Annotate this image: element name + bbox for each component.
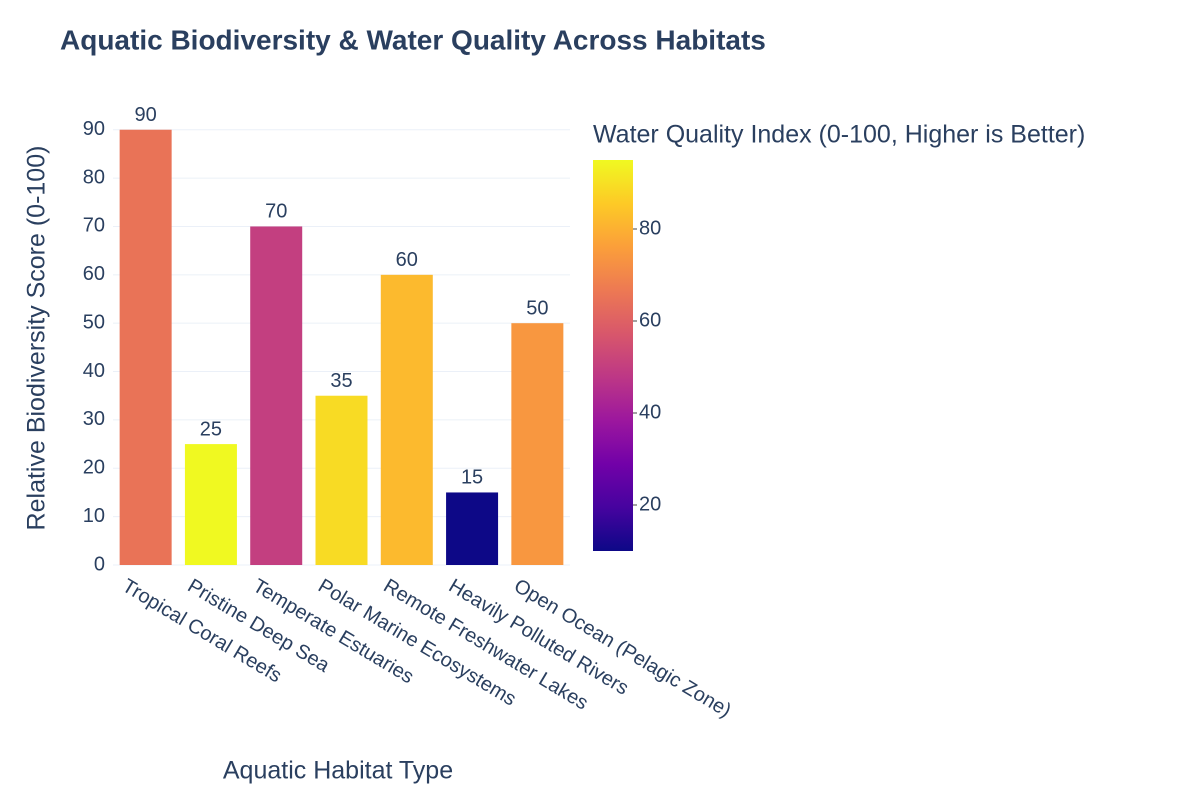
- bar: [446, 492, 499, 565]
- bar: [184, 444, 237, 565]
- y-tick-label: 10: [83, 505, 105, 527]
- y-tick-label: 60: [83, 263, 105, 285]
- y-tick-label: 30: [83, 408, 105, 430]
- bar: [511, 323, 564, 565]
- y-tick-label: 0: [94, 553, 105, 575]
- y-tick-label: 40: [83, 360, 105, 382]
- y-tick-label: 90: [83, 118, 105, 140]
- y-tick-label: 80: [83, 166, 105, 188]
- value-label: 60: [396, 249, 418, 271]
- colorbar-tick-label: 60: [639, 309, 661, 331]
- y-tick-label: 70: [83, 215, 105, 237]
- y-tick-label: 50: [83, 311, 105, 333]
- x-axis-title: Aquatic Habitat Type: [223, 757, 453, 785]
- value-label: 90: [135, 104, 157, 126]
- plot-area: 90 25 70 35 60 15 50: [113, 104, 570, 566]
- value-label: 50: [526, 297, 548, 319]
- colorbar-tick-label: 80: [639, 217, 661, 239]
- value-label: 35: [330, 370, 352, 392]
- value-label: 15: [461, 467, 483, 489]
- value-label: 70: [265, 201, 287, 223]
- bar: [250, 226, 303, 566]
- colorbar-tick-label: 20: [639, 493, 661, 515]
- bar: [380, 274, 433, 565]
- y-tick-label: 20: [83, 457, 105, 479]
- bar: [119, 129, 172, 566]
- colorbar-title: Water Quality Index (0-100, Higher is Be…: [593, 121, 1085, 149]
- value-label: 25: [200, 418, 222, 440]
- bar: [315, 395, 368, 565]
- colorbar-tick-label: 40: [639, 401, 661, 423]
- chart-title: Aquatic Biodiversity & Water Quality Acr…: [60, 24, 766, 55]
- y-axis-title: Relative Biodiversity Score (0-100): [23, 146, 51, 531]
- colorbar: [593, 160, 633, 551]
